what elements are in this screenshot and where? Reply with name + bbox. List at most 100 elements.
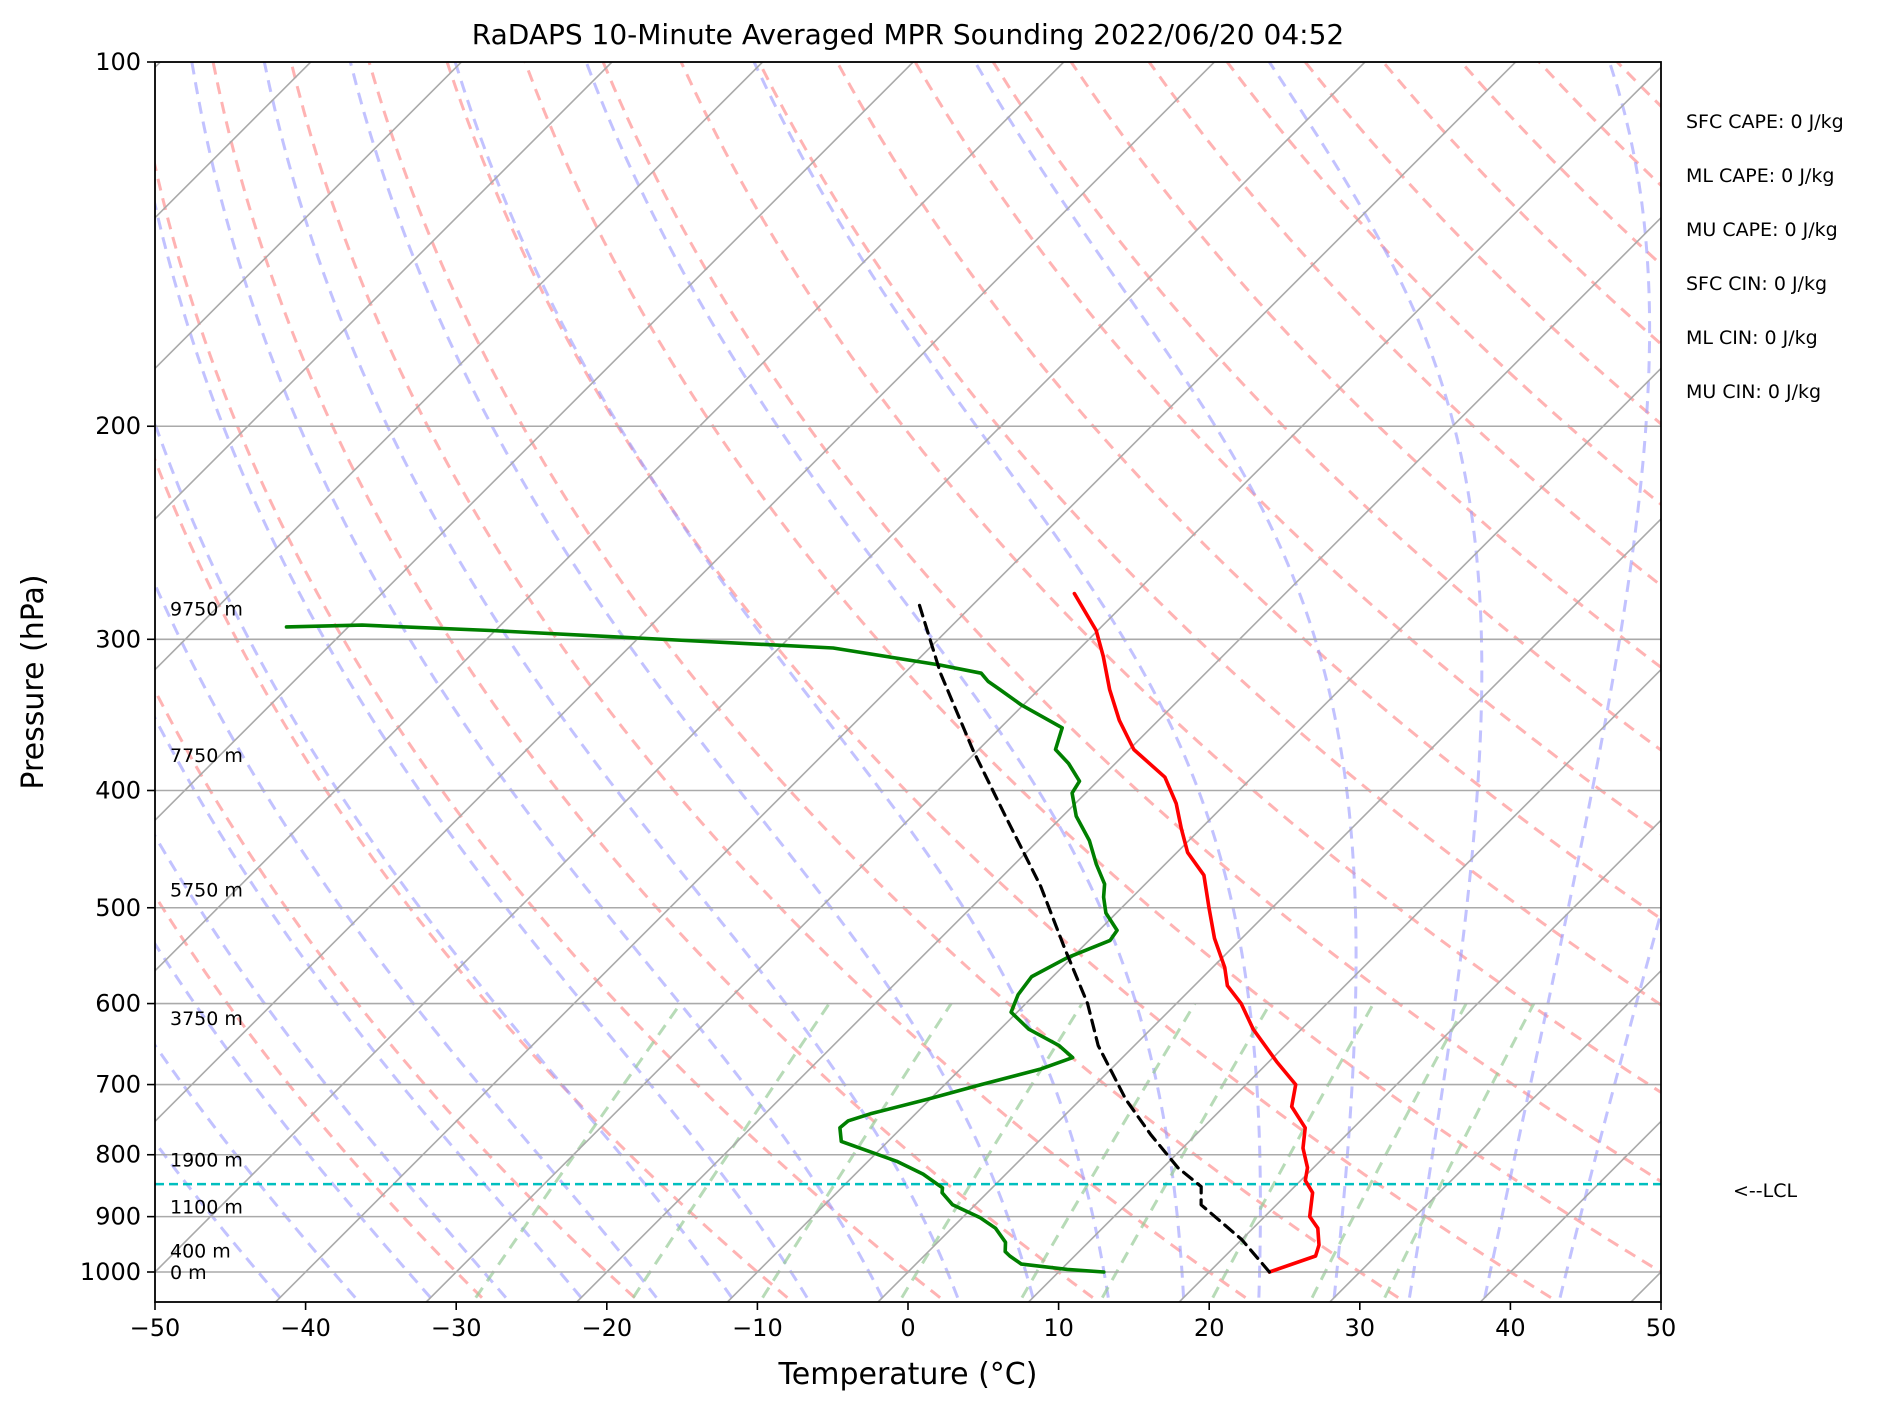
height-label: 1900 m	[170, 1149, 243, 1171]
mixing-ratio-line	[1020, 1002, 1197, 1299]
isotherm-line	[726, 367, 1661, 1302]
height-label: 9750 m	[170, 599, 243, 621]
y-tick-label: 800	[95, 1141, 141, 1169]
moist-adiabat-line	[1483, 62, 1652, 1298]
dry-adiabat-line	[913, 62, 1661, 836]
moist-adiabat-line	[155, 197, 809, 1299]
moist-adiabat-line	[752, 62, 1262, 1298]
x-axis-ticks: −50 −40 −30 −20 −10 0 10 20 30 40 50	[130, 1302, 1677, 1342]
mixing-ratio-line	[1310, 1002, 1468, 1299]
dry-adiabat-line	[445, 62, 1552, 1299]
y-tick-label: 300	[95, 625, 141, 653]
chart-title: RaDAPS 10-Minute Averaged MPR Sounding 2…	[472, 18, 1344, 51]
dry-adiabat-line	[835, 62, 1661, 921]
isotherm-line	[155, 62, 614, 521]
y-axis-ticks: 100 200 300 400 500 600 700 800 900 1000	[80, 48, 155, 1286]
temperature-profile-line	[1072, 591, 1321, 1274]
background-lines	[155, 62, 1661, 1302]
stability-stats: SFC CAPE: 0 J/kg ML CAPE: 0 J/kg MU CAPE: …	[1686, 111, 1844, 403]
moist-adiabat-line	[1268, 62, 1484, 1298]
dry-adiabat-line	[523, 62, 1661, 1274]
parcel-path-line	[917, 601, 1272, 1274]
dry-adiabat-line	[155, 687, 636, 1299]
moist-adiabat-line	[453, 62, 1110, 1298]
x-tick-label: 0	[900, 1314, 915, 1342]
lcl-label: <--LCL	[1733, 1180, 1797, 1202]
mixing-ratio-line	[900, 1002, 1084, 1299]
isotherm-line	[155, 62, 764, 671]
isotherm-line	[274, 62, 1517, 1302]
isotherm-line	[155, 62, 463, 370]
moist-adiabat-line	[584, 62, 1186, 1298]
height-label: 7750 m	[170, 745, 243, 767]
isotherm-line	[1328, 969, 1661, 1302]
x-tick-label: −40	[280, 1314, 331, 1342]
x-tick-label: 20	[1194, 1314, 1225, 1342]
x-tick-label: 10	[1043, 1314, 1074, 1342]
height-labels: 9750 m 7750 m 5750 m 3750 m 1900 m 1100 m 400 …	[170, 599, 243, 1284]
x-tick-label: −30	[431, 1314, 482, 1342]
isotherm-line	[1027, 668, 1661, 1302]
y-tick-label: 100	[95, 48, 141, 76]
moist-adiabat-line	[262, 62, 960, 1299]
height-label: 3750 m	[170, 1008, 243, 1030]
stat-label: SFC CIN: 0 J/kg	[1686, 273, 1827, 295]
height-label: 0 m	[170, 1262, 207, 1284]
sounding-series	[284, 591, 1321, 1274]
dry-adiabat-line	[1069, 62, 1661, 670]
moist-adiabat-line	[155, 580, 658, 1299]
mixing-ratio-line	[761, 1002, 953, 1299]
dry-adiabat-line	[367, 62, 1400, 1299]
y-tick-label: 600	[95, 990, 141, 1018]
moist-adiabat-line	[973, 62, 1358, 1298]
x-tick-label: −10	[732, 1314, 783, 1342]
stat-label: SFC CAPE: 0 J/kg	[1686, 111, 1844, 133]
x-axis-label: Temperature (°C)	[778, 1357, 1038, 1392]
moist-adiabat-line	[155, 1139, 282, 1299]
mixing-ratio-line	[1383, 1002, 1536, 1299]
y-tick-label: 500	[95, 894, 141, 922]
moist-adiabat-line	[155, 833, 507, 1299]
stat-label: MU CAPE: 0 J/kg	[1686, 219, 1838, 241]
mixing-ratio-line	[1211, 1002, 1375, 1299]
x-tick-label: −50	[130, 1314, 181, 1342]
mixing-ratio-line	[631, 1002, 831, 1299]
stat-label: ML CIN: 0 J/kg	[1686, 327, 1818, 349]
dry-adiabat-line	[211, 62, 1094, 1299]
x-tick-label: 40	[1495, 1314, 1526, 1342]
dry-adiabat-line	[289, 62, 1247, 1299]
mixing-ratio-line	[1101, 1002, 1272, 1299]
moist-adiabat-line	[348, 62, 1035, 1299]
moist-adiabat-line	[190, 62, 884, 1299]
y-axis-label: Pressure (hPa)	[16, 574, 51, 789]
x-tick-label: 30	[1345, 1314, 1376, 1342]
height-label: 5750 m	[170, 880, 243, 902]
y-tick-label: 900	[95, 1203, 141, 1231]
y-tick-label: 200	[95, 412, 141, 440]
mixing-ratio-line	[474, 1002, 682, 1299]
x-tick-label: −20	[581, 1314, 632, 1342]
isotherm-line	[1178, 819, 1661, 1302]
isotherm-line	[155, 62, 1367, 1274]
moist-adiabat-line	[155, 714, 583, 1299]
dewpoint-profile-line	[284, 623, 1119, 1274]
stat-label: ML CAPE: 0 J/kg	[1686, 165, 1834, 187]
x-tick-label: 50	[1646, 1314, 1677, 1342]
height-label: 1100 m	[170, 1197, 243, 1219]
isotherm-line	[155, 62, 1216, 1123]
dry-adiabat-line	[991, 62, 1661, 752]
isotherm-line	[155, 62, 1065, 972]
y-tick-label: 1000	[80, 1258, 141, 1286]
moist-adiabat-line	[155, 941, 432, 1299]
dry-adiabat-line	[757, 62, 1661, 1007]
isotherm-line	[425, 66, 1661, 1302]
isotherm-line	[155, 62, 915, 822]
stat-label: MU CIN: 0 J/kg	[1686, 381, 1821, 403]
isotherm-line	[876, 517, 1661, 1302]
isotherm-line	[575, 216, 1661, 1302]
height-label: 400 m	[170, 1241, 231, 1263]
dry-adiabat-line	[601, 62, 1661, 1184]
y-tick-label: 700	[95, 1071, 141, 1099]
y-tick-label: 400	[95, 776, 141, 804]
